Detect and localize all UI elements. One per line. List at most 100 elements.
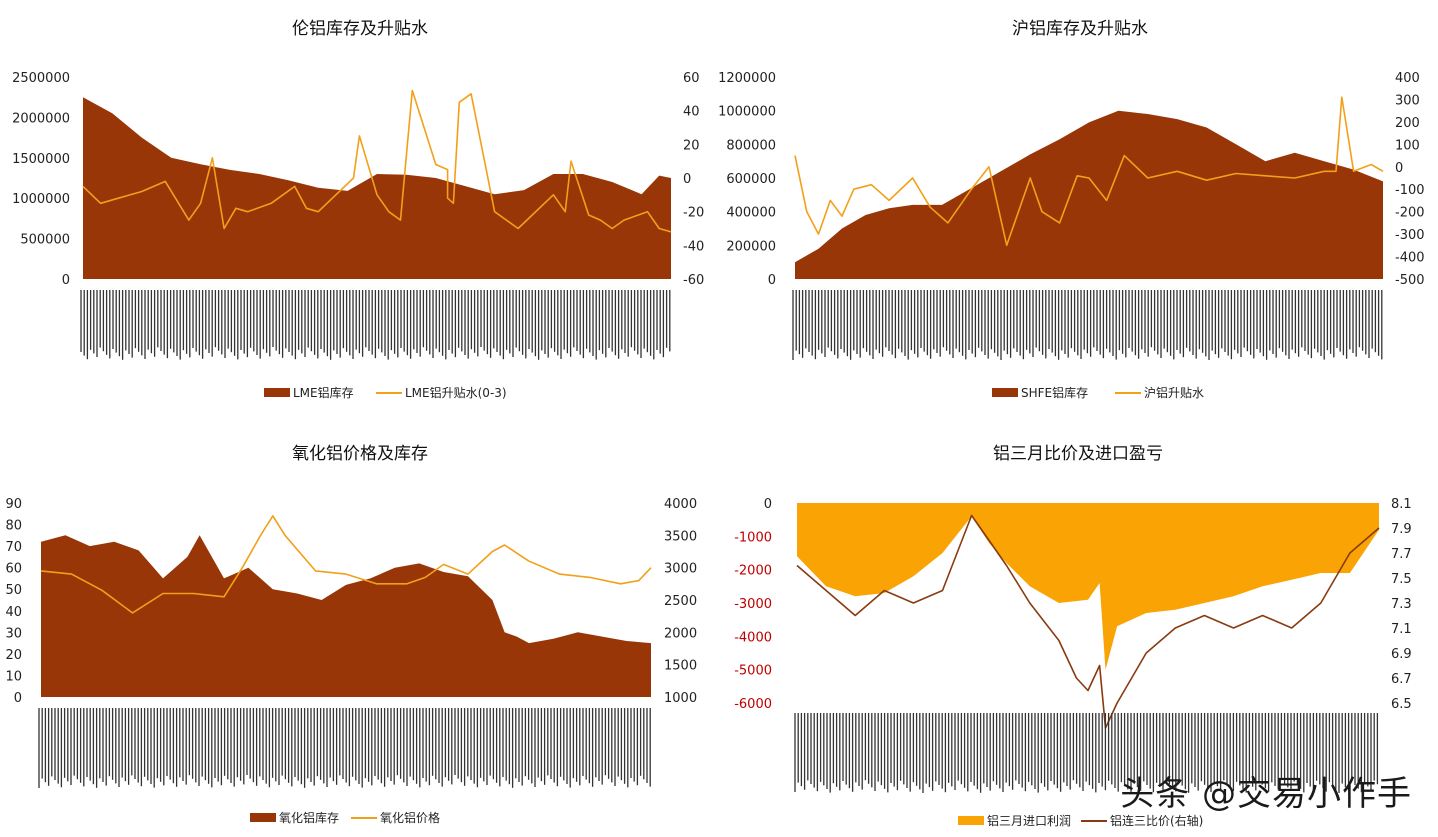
y-right-tick: 40: [683, 105, 700, 120]
chart-title: 沪铝库存及升贴水: [1012, 19, 1148, 39]
legend-swatch-area: [992, 388, 1018, 397]
chart-2: 沪铝库存及升贴水 1200000 1000000 800000 600000 400000…: [718, 19, 1424, 400]
chart-title: 氧化铝价格及库存: [292, 444, 428, 464]
y-right-tick: -500: [1395, 273, 1425, 288]
legend-label: 氧化铝库存: [279, 810, 339, 825]
chart-title: 伦铝库存及升贴水: [292, 19, 428, 39]
y-left-tick: 10: [5, 669, 22, 684]
chart-3: 氧化铝价格及库存 90 80 70 60 50 40 30 20 10 0 4000 3500 3000 2…: [5, 444, 697, 825]
y-right-tick: -20: [683, 206, 704, 221]
legend-label: LME铝升贴水(0-3): [405, 385, 507, 400]
y-left-tick: 0: [768, 273, 776, 288]
y-left-tick: 0: [764, 497, 772, 512]
legend-swatch-area: [250, 813, 276, 822]
y-left-tick: -3000: [734, 597, 772, 612]
y-right-tick: -400: [1395, 251, 1425, 266]
legend: SHFE铝库存 沪铝升贴水: [992, 385, 1204, 400]
y-left-tick: 400000: [726, 206, 776, 221]
y-left-tick: 2500000: [12, 71, 70, 86]
y-right-tick: 6.9: [1391, 647, 1412, 662]
y-left-tick: 1200000: [718, 71, 776, 86]
y-left-tick: 30: [5, 626, 22, 641]
chart-1: 伦铝库存及升贴水 2500000 2000000 1500000 1000000 5000…: [12, 19, 704, 400]
y-right-tick: 8.1: [1391, 497, 1412, 512]
y-right-tick: 200: [1395, 116, 1420, 131]
y-left-tick: 80: [5, 519, 22, 534]
legend: LME铝库存 LME铝升贴水(0-3): [264, 385, 507, 400]
y-left-tick: 40: [5, 605, 22, 620]
y-right-tick: -300: [1395, 228, 1425, 243]
y-left-tick: 1000000: [12, 192, 70, 207]
y-right-tick: 7.9: [1391, 522, 1412, 537]
y-left-tick: -1000: [734, 530, 772, 545]
y-right-tick: 7.3: [1391, 597, 1412, 612]
x-axis-labels: [794, 713, 1379, 793]
y-right-tick: -200: [1395, 206, 1425, 221]
series-area-1: [797, 503, 1379, 670]
chart-4: 铝三月比价及进口盈亏 0 -1000 -2000 -3000 -4000 -5000 -600…: [734, 444, 1411, 828]
legend-label: 铝三月进口利润: [987, 813, 1071, 828]
y-right-tick: 4000: [664, 497, 697, 512]
y-right-tick: 0: [683, 172, 691, 187]
y-right-tick: 20: [683, 138, 700, 153]
series-area-1: [83, 97, 671, 279]
y-right-tick: 2500: [664, 594, 697, 609]
legend: 氧化铝库存 氧化铝价格: [250, 810, 440, 825]
legend: 铝三月进口利润 铝连三比价(右轴): [958, 813, 1203, 828]
chart-title: 铝三月比价及进口盈亏: [993, 444, 1163, 464]
y-right-tick: 3500: [664, 529, 697, 544]
y-left-tick: 0: [62, 273, 70, 288]
watermark: 头条 @交易小作手: [1120, 774, 1412, 814]
x-axis-labels: [80, 290, 671, 360]
y-right-tick: -60: [683, 273, 704, 288]
y-left-tick: 500000: [20, 233, 70, 248]
y-right-tick: 1500: [664, 659, 697, 674]
legend-swatch-area: [958, 816, 984, 825]
y-right-tick: 2000: [664, 626, 697, 641]
y-left-tick: -4000: [734, 630, 772, 645]
y-right-tick: -100: [1395, 183, 1425, 198]
series-line-2: [796, 514, 1380, 729]
y-left-tick: 800000: [726, 138, 776, 153]
y-right-tick: 400: [1395, 71, 1420, 86]
y-left-tick: -2000: [734, 564, 772, 579]
y-right-tick: 1000: [664, 691, 697, 706]
legend-swatch-area: [264, 388, 290, 397]
x-axis-labels: [792, 290, 1383, 360]
series-line-2: [40, 515, 652, 614]
y-right-tick: 6.5: [1391, 697, 1412, 712]
y-left-tick: 600000: [726, 172, 776, 187]
y-left-tick: 0: [14, 691, 22, 706]
y-left-tick: 1500000: [12, 152, 70, 167]
y-left-tick: 50: [5, 583, 22, 598]
y-right-tick: 100: [1395, 138, 1420, 153]
legend-label: 氧化铝价格: [380, 810, 440, 825]
y-right-tick: 7.7: [1391, 547, 1412, 562]
y-left-tick: 60: [5, 562, 22, 577]
series-line-2: [82, 89, 672, 233]
y-right-tick: 60: [683, 71, 700, 86]
series-area-1: [41, 535, 651, 697]
y-left-tick: 20: [5, 648, 22, 663]
y-left-tick: 70: [5, 540, 22, 555]
y-left-tick: -5000: [734, 664, 772, 679]
y-right-tick: 300: [1395, 93, 1420, 108]
y-right-tick: 3000: [664, 562, 697, 577]
y-right-tick: -40: [683, 239, 704, 254]
y-left-tick: 1000000: [718, 105, 776, 120]
y-left-tick: 2000000: [12, 111, 70, 126]
y-left-tick: -6000: [734, 697, 772, 712]
legend-label: 铝连三比价(右轴): [1110, 813, 1203, 828]
y-right-tick: 7.5: [1391, 572, 1412, 587]
legend-label: LME铝库存: [293, 385, 354, 400]
y-right-tick: 0: [1395, 161, 1403, 176]
series-line-2: [794, 96, 1384, 247]
legend-label: SHFE铝库存: [1021, 385, 1088, 400]
y-right-tick: 7.1: [1391, 622, 1412, 637]
series-area-1: [795, 110, 1383, 279]
y-left-tick: 90: [5, 497, 22, 512]
y-right-tick: 6.7: [1391, 672, 1412, 687]
x-axis-labels: [38, 708, 651, 788]
y-left-tick: 200000: [726, 239, 776, 254]
